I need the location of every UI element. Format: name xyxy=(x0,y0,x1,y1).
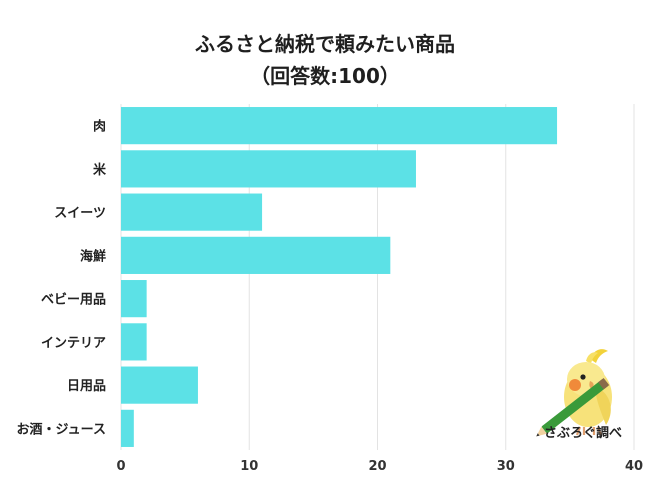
cockatiel-with-pencil-icon xyxy=(536,349,612,437)
bar xyxy=(121,323,147,361)
chart-title: ふるさと納税で頼みたい商品 xyxy=(195,32,455,56)
bar xyxy=(121,107,558,145)
category-label: 肉 xyxy=(93,119,106,135)
category-label: インテリア xyxy=(41,336,106,351)
source-logo-text: さぶろぐ調べ xyxy=(543,426,622,441)
bar xyxy=(121,280,147,318)
category-label: ベビー用品 xyxy=(41,292,106,308)
x-tick-label: 20 xyxy=(368,459,386,474)
bar xyxy=(121,366,198,404)
x-tick-label: 10 xyxy=(240,459,258,474)
bar xyxy=(121,236,391,274)
bar xyxy=(121,150,416,188)
bars xyxy=(121,107,558,447)
x-tick-label: 0 xyxy=(116,459,125,474)
category-label: スイーツ xyxy=(54,206,106,221)
chart-subtitle: （回答数:100） xyxy=(250,64,400,88)
bar xyxy=(121,409,134,447)
category-label: 海鮮 xyxy=(80,248,106,264)
category-label: お酒・ジュース xyxy=(17,422,106,437)
category-label: 日用品 xyxy=(67,379,106,394)
x-tick-label: 40 xyxy=(625,459,643,474)
x-tick-label: 30 xyxy=(497,459,515,474)
bar xyxy=(121,193,263,231)
x-axis-tick-labels: 0 10 20 30 40 xyxy=(116,459,643,474)
category-label: 米 xyxy=(93,162,107,178)
